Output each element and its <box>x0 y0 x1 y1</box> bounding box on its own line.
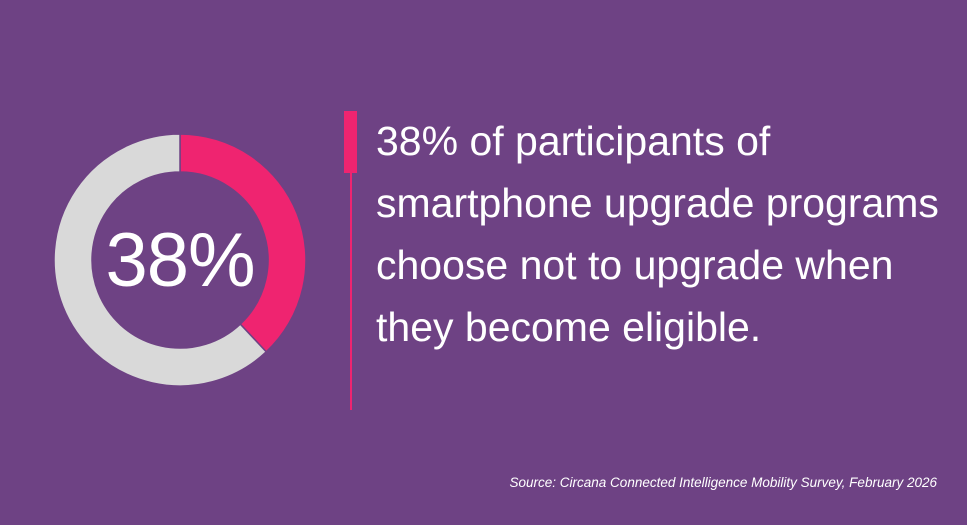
accent-line <box>350 168 352 410</box>
donut-slice-value <box>179 133 307 353</box>
donut-svg <box>53 133 307 387</box>
donut-chart: 38% <box>48 128 312 392</box>
source-note: Source: Circana Connected Intelligence M… <box>509 475 937 490</box>
statement-text: 38% of participants of smartphone upgrad… <box>376 118 939 350</box>
donut-center-value: 38% <box>105 217 255 303</box>
accent-bar <box>344 111 357 173</box>
donut-slice-remainder <box>53 133 268 387</box>
